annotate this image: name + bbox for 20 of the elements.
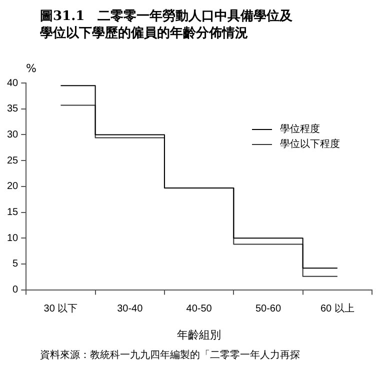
x-tick-label: 60 以上 <box>320 302 354 315</box>
y-tick-label: 25 <box>7 155 19 166</box>
y-tick-label: 10 <box>7 232 19 244</box>
source-note: 資料來源：教統科一九九四年編製的「二零零一年人力再探 <box>40 348 300 362</box>
chart-title: 圖31.1 二零零一年勞動人口中具備學位及學位以下學歷的僱員的年齡分佈情況 <box>40 8 294 42</box>
legend-label: 學位程度 <box>280 122 320 137</box>
y-tick-label: 40 <box>7 78 19 89</box>
y-axis-title: % <box>26 62 36 75</box>
y-tick-label: 30 <box>7 129 19 140</box>
x-tick-label: 30 以下 <box>44 302 78 315</box>
y-tick-label: 15 <box>7 207 19 218</box>
y-tick-label: 35 <box>7 104 19 115</box>
x-tick-label: 50-60 <box>255 304 282 315</box>
y-tick-label: 0 <box>12 284 19 296</box>
x-axis-title: 年齡組別 <box>177 329 222 342</box>
y-tick-label: 20 <box>7 181 19 192</box>
x-tick-label: 40-50 <box>186 304 212 315</box>
y-tick-label: 5 <box>12 258 19 270</box>
x-tick-label: 30-40 <box>117 304 144 315</box>
legend-label: 學位以下程度 <box>280 138 340 152</box>
